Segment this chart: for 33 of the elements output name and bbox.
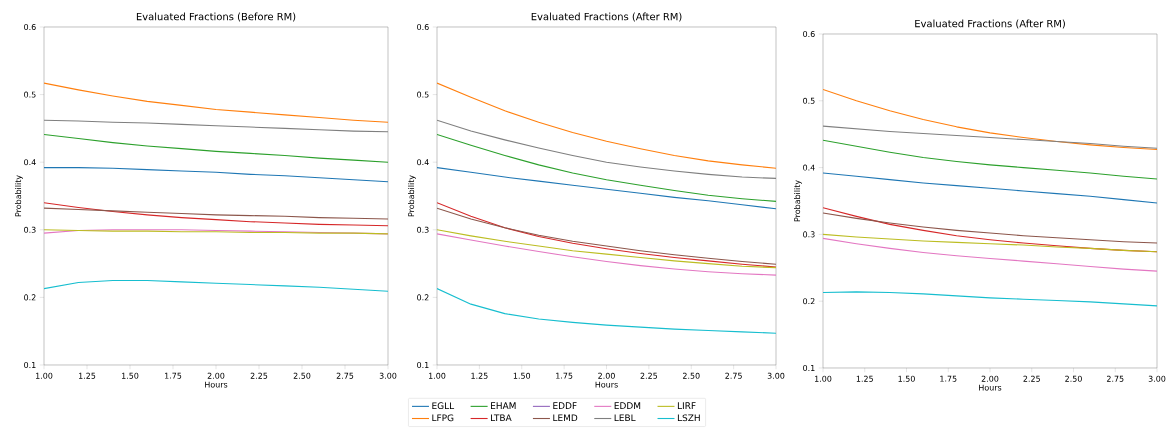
line-series bbox=[437, 119, 777, 179]
legend-label: EDDF bbox=[553, 402, 577, 409]
line-series bbox=[44, 279, 389, 292]
chart-title: Evaluated Fractions (After RM) bbox=[915, 19, 1065, 29]
line-series bbox=[44, 207, 389, 220]
line-series bbox=[437, 133, 777, 202]
legend-label: LIRF bbox=[677, 402, 696, 409]
line-series bbox=[823, 88, 1158, 151]
line-series bbox=[823, 233, 1158, 253]
line-series bbox=[44, 82, 389, 123]
line-series bbox=[44, 133, 389, 163]
line-series bbox=[437, 233, 777, 276]
line-series bbox=[823, 212, 1158, 244]
line-series bbox=[44, 119, 389, 133]
legend-label: LTBA bbox=[491, 414, 512, 422]
line-series bbox=[437, 82, 777, 169]
legend-label: EGLL bbox=[432, 402, 455, 410]
legend-label: LFPG bbox=[432, 414, 454, 422]
line-series bbox=[44, 167, 389, 183]
line-series bbox=[823, 237, 1158, 272]
chart-title: Evaluated Fractions (After RM) bbox=[531, 12, 682, 22]
line-series bbox=[823, 291, 1158, 307]
line-series bbox=[437, 288, 777, 334]
legend-label: EDDM bbox=[614, 402, 641, 409]
line-series bbox=[437, 229, 777, 269]
line-series bbox=[823, 172, 1158, 204]
legend-label: LEMD bbox=[553, 414, 578, 422]
legend-label: EHAM bbox=[491, 402, 516, 409]
chart-title: Evaluated Fractions (Before RM) bbox=[136, 12, 296, 22]
line-series bbox=[44, 202, 389, 227]
legend-label: LSZH bbox=[677, 414, 700, 422]
line-series bbox=[437, 167, 777, 210]
legend-label: LEBL bbox=[614, 414, 636, 422]
